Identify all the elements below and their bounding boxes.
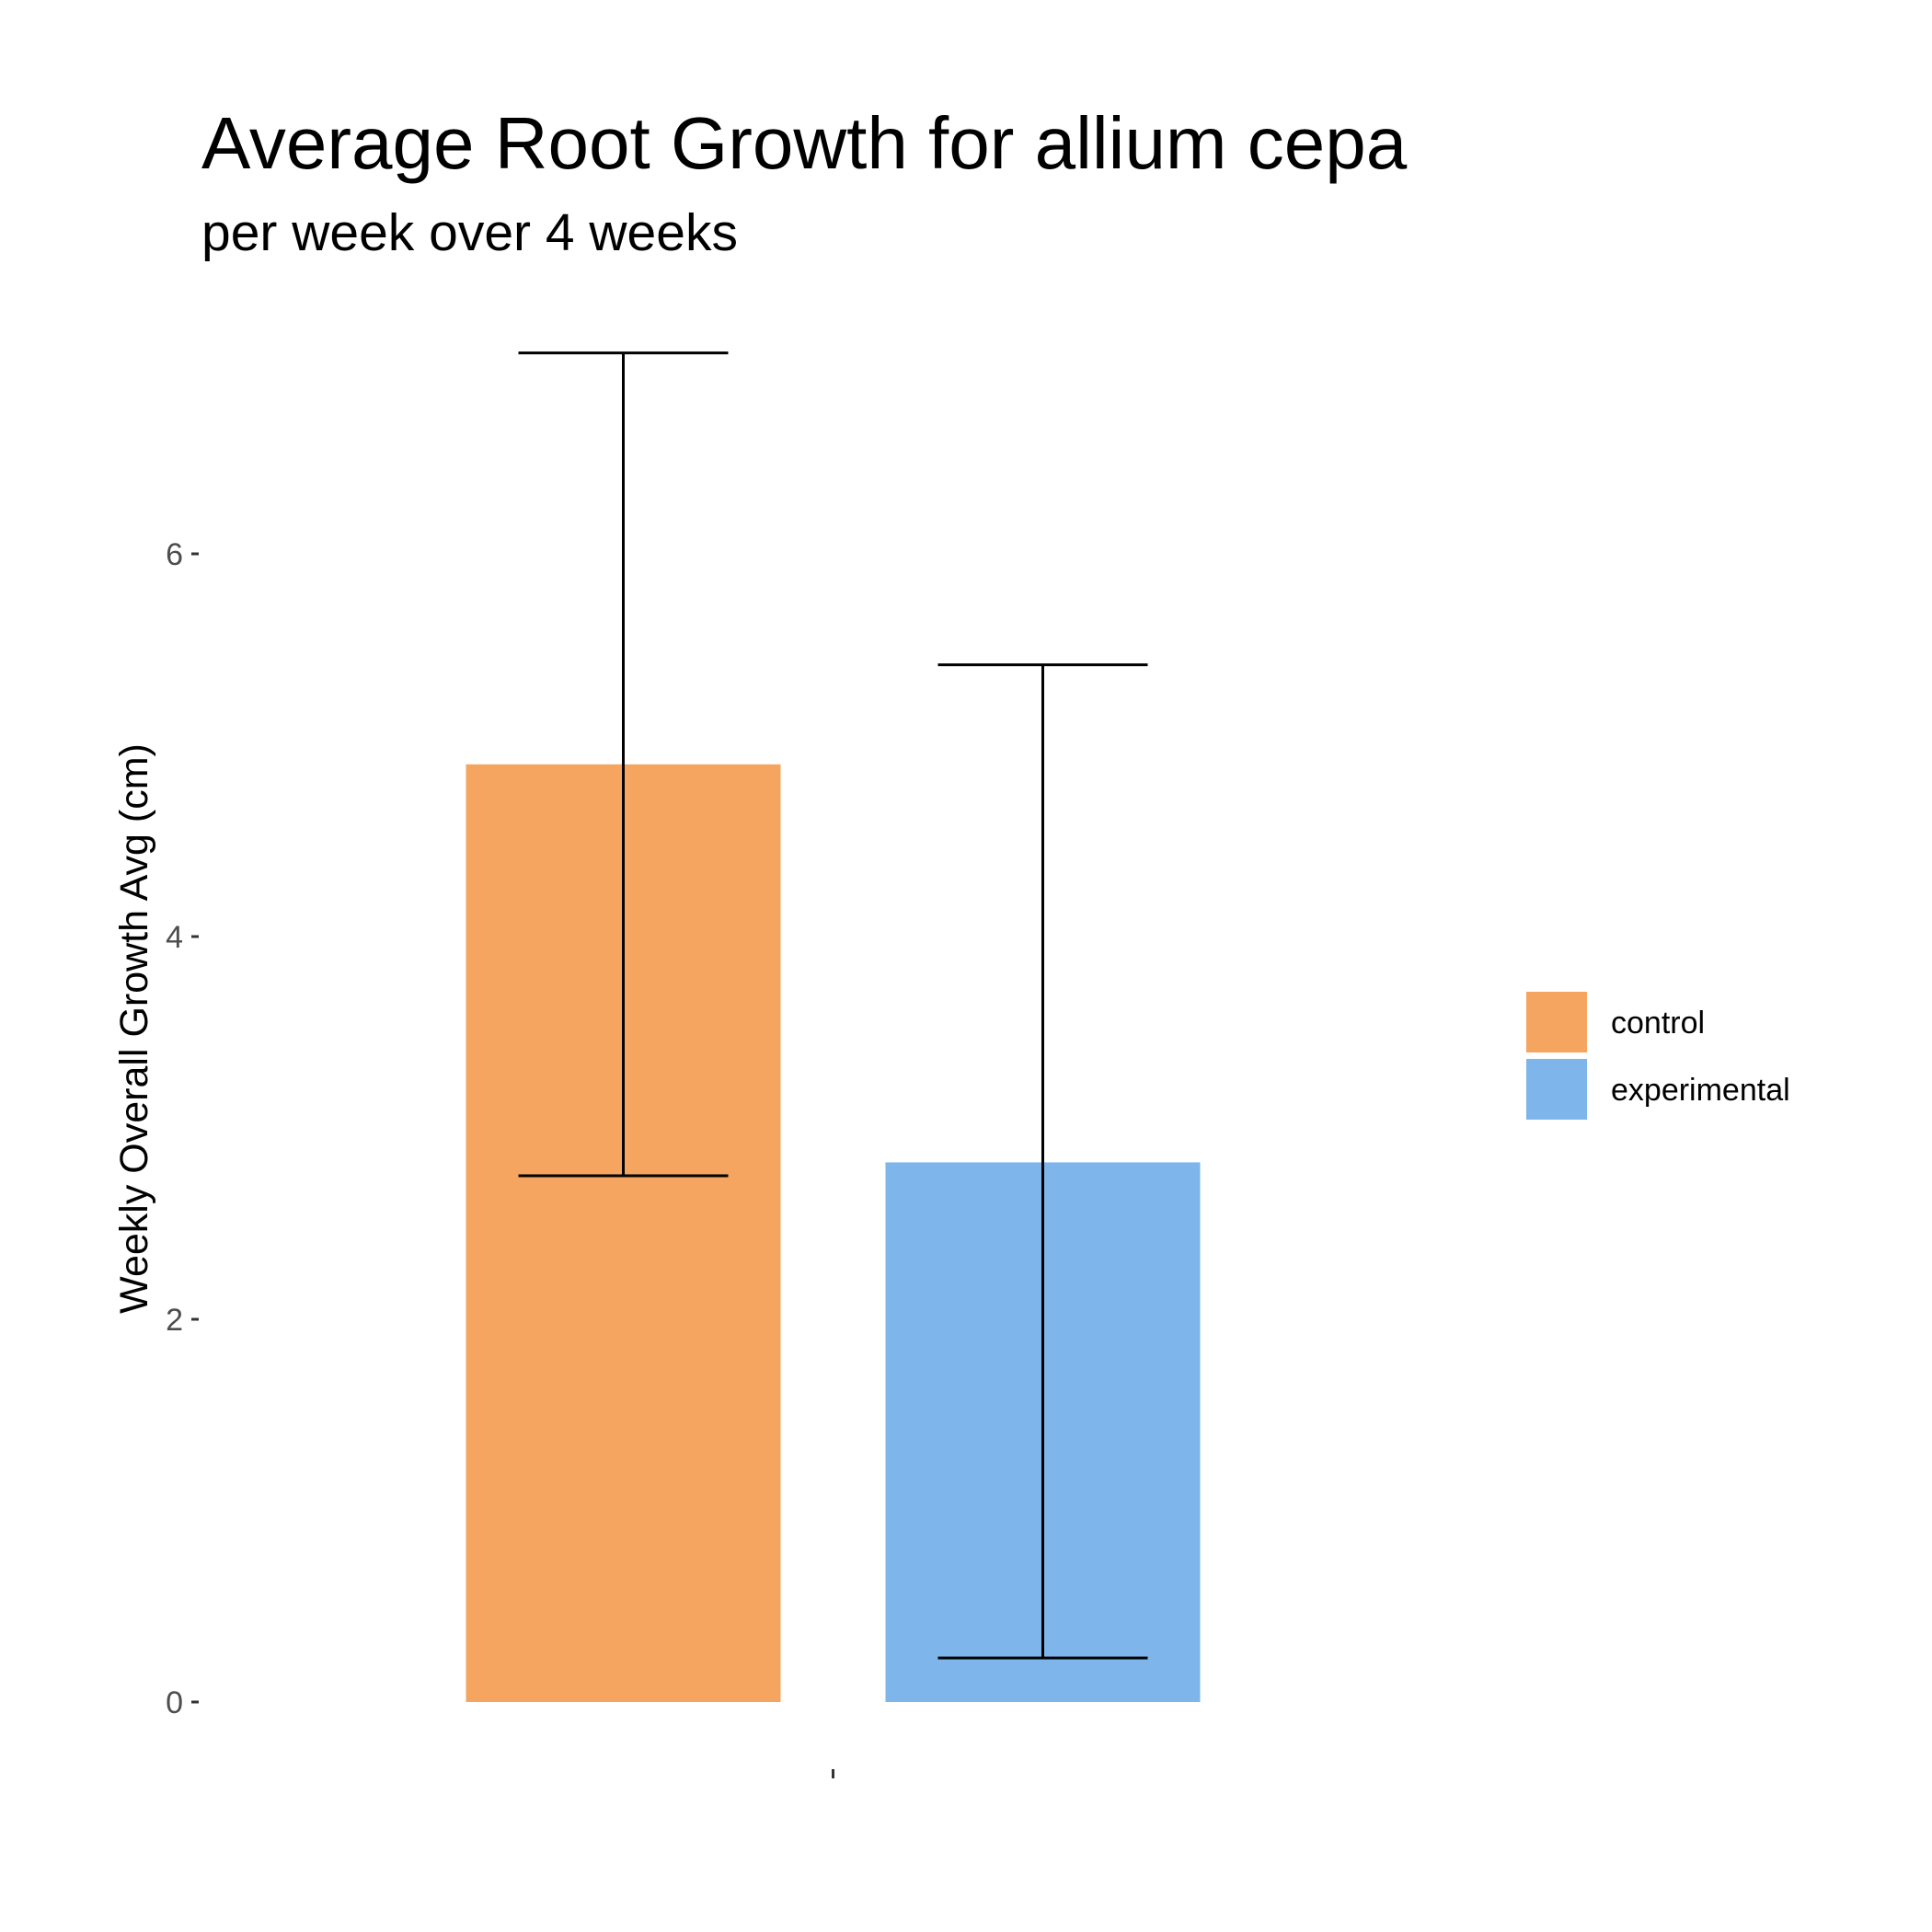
chart-subtitle: per week over 4 weeks	[201, 203, 738, 262]
y-tick-label: 6	[166, 537, 183, 572]
y-axis: 0 2 4 6	[166, 537, 199, 1720]
error-bars-group	[518, 351, 1148, 1660]
chart-title: Average Root Growth for allium cepa	[201, 102, 1408, 184]
bars-group	[466, 764, 1201, 1702]
legend-key-experimental	[1526, 1059, 1587, 1120]
y-tick-label: 0	[166, 1685, 183, 1720]
legend-label-experimental: experimental	[1611, 1073, 1790, 1108]
y-axis-title: Weekly Overall Growth Avg (cm)	[112, 743, 156, 1314]
legend: control experimental	[1526, 992, 1790, 1120]
legend-key-control	[1526, 992, 1587, 1052]
y-tick-label: 2	[166, 1303, 183, 1338]
y-tick-label: 4	[166, 920, 183, 955]
legend-label-control: control	[1611, 1006, 1705, 1041]
